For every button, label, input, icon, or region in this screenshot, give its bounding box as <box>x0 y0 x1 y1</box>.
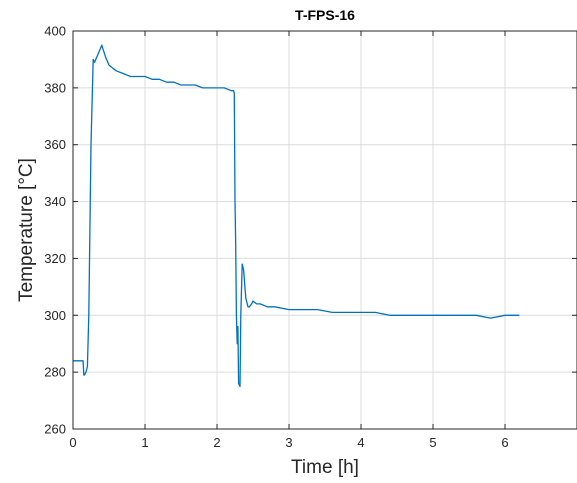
x-tick-label: 6 <box>501 435 508 450</box>
chart-title: T-FPS-16 <box>295 7 355 23</box>
x-tick-label: 1 <box>141 435 148 450</box>
y-tick-label: 400 <box>44 24 66 39</box>
x-tick-label: 4 <box>357 435 364 450</box>
y-axis-ticks: 260 280 300 320 340 360 380 400 <box>44 24 577 437</box>
y-tick-label: 260 <box>44 422 66 437</box>
y-tick-label: 280 <box>44 365 66 380</box>
plot-frame <box>72 30 577 430</box>
x-tick-label: 0 <box>69 435 76 450</box>
x-axis-ticks: 0 1 2 3 4 5 6 <box>69 31 509 450</box>
grid-lines <box>73 31 577 429</box>
y-tick-label: 300 <box>44 308 66 323</box>
temperature-series-line <box>73 44 520 388</box>
y-tick-label: 360 <box>44 137 66 152</box>
y-tick-label: 340 <box>44 194 66 209</box>
plot-background <box>73 31 577 429</box>
y-axis-title: Temperature [°C] <box>16 158 37 302</box>
y-tick-label: 380 <box>44 80 66 95</box>
series-group <box>73 44 520 388</box>
x-tick-label: 2 <box>213 435 220 450</box>
x-tick-label: 5 <box>429 435 436 450</box>
x-axis-title: Time [h] <box>291 457 359 478</box>
x-tick-label: 3 <box>285 435 292 450</box>
y-tick-label: 320 <box>44 251 66 266</box>
